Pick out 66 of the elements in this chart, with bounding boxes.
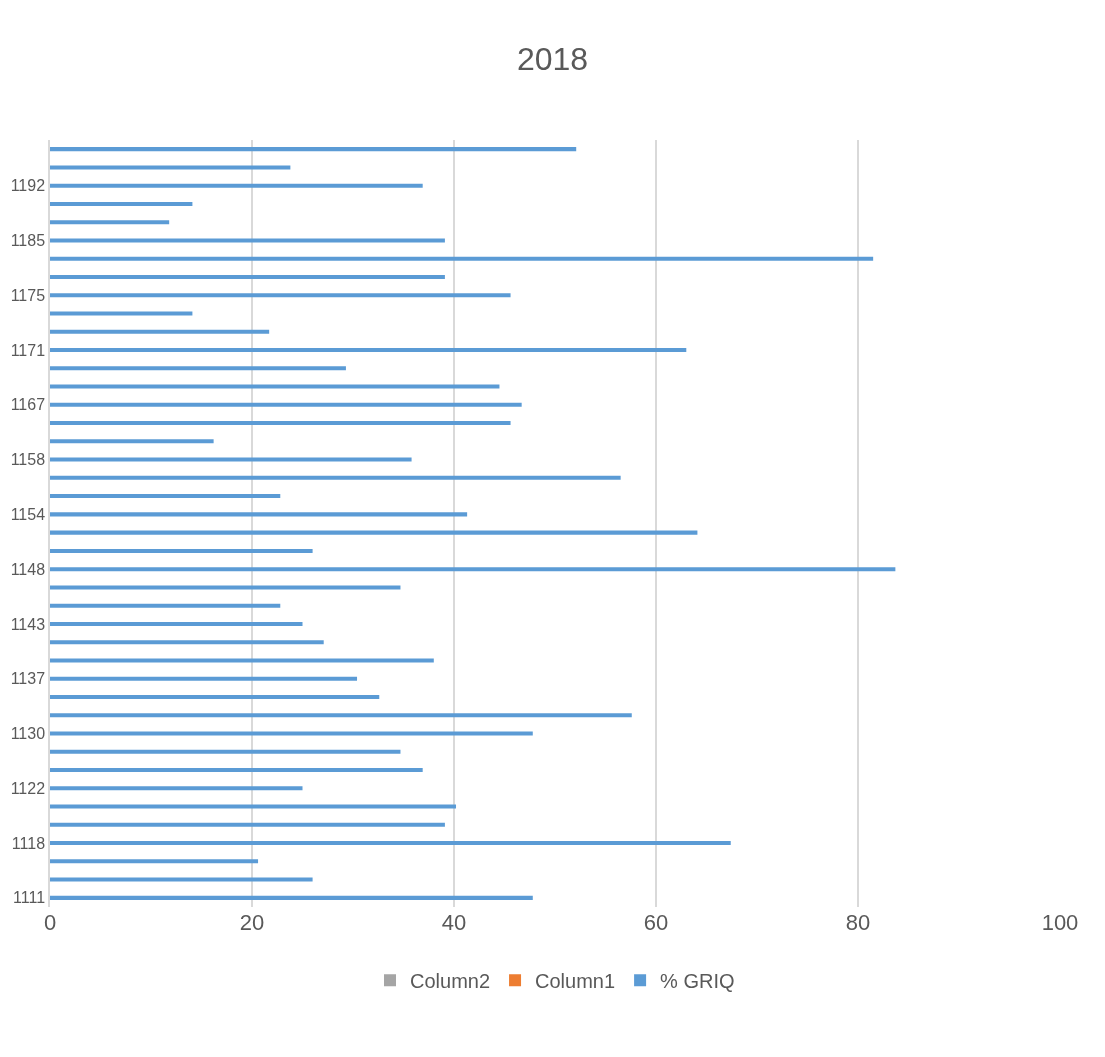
bar [50, 895, 533, 900]
x-tick-label: 60 [643, 910, 669, 935]
bar [50, 603, 281, 608]
bar [50, 329, 270, 334]
bar [50, 421, 511, 426]
bar [50, 676, 358, 681]
legend-label: Column1 [535, 969, 616, 992]
legend-label: % GRIQ [660, 969, 735, 992]
chart-title: 2018 [516, 40, 589, 77]
bar [50, 768, 423, 773]
bar [50, 348, 687, 353]
bar [50, 439, 214, 444]
bar [50, 841, 731, 846]
bar [50, 475, 621, 480]
bar [50, 548, 313, 553]
legend-label: Column2 [410, 969, 491, 992]
bar [50, 621, 303, 626]
bar [50, 859, 259, 864]
x-tick-label: 20 [239, 910, 265, 935]
bar [50, 567, 896, 572]
y-tick-label: 1175 [10, 286, 46, 304]
bar [50, 585, 401, 590]
y-tick-label: 1171 [10, 341, 46, 359]
x-tick-label: 0 [43, 910, 57, 935]
bar [50, 494, 281, 499]
bar [50, 220, 170, 225]
bar [50, 256, 874, 261]
bar [50, 183, 423, 188]
y-tick-label: 1148 [10, 560, 46, 578]
x-tick-label: 80 [845, 910, 871, 935]
bar [50, 147, 577, 152]
bar [50, 238, 445, 243]
bar [50, 786, 303, 791]
bar [50, 311, 193, 316]
y-tick-label: 1137 [10, 670, 46, 688]
bar [50, 530, 698, 535]
x-tick-label: 40 [441, 910, 467, 935]
bar [50, 384, 500, 389]
bar [50, 402, 522, 407]
bar [50, 293, 511, 298]
y-tick-label: 1158 [10, 451, 46, 469]
bar [50, 822, 445, 827]
bar [50, 658, 434, 663]
bar [50, 749, 401, 754]
bar [50, 512, 468, 517]
y-tick-label: 1185 [10, 232, 46, 250]
y-tick-label: 1122 [10, 779, 46, 797]
y-tick-label: 1154 [10, 505, 46, 523]
bar [50, 165, 291, 170]
bar [50, 804, 457, 809]
bar [50, 713, 632, 718]
bar [50, 366, 346, 371]
bar [50, 274, 445, 279]
bar [50, 457, 412, 462]
y-tick-label: 1111 [13, 889, 46, 907]
bar [50, 877, 313, 882]
bar [50, 731, 533, 736]
bar [50, 640, 324, 645]
y-tick-label: 1118 [11, 834, 46, 852]
bar [50, 201, 193, 206]
y-tick-label: 1130 [10, 725, 46, 743]
y-tick-label: 1192 [10, 177, 46, 195]
y-tick-label: 1143 [10, 615, 46, 633]
y-tick-label: 1167 [10, 396, 46, 414]
x-tick-label: 100 [1041, 910, 1079, 935]
bar [50, 694, 380, 699]
